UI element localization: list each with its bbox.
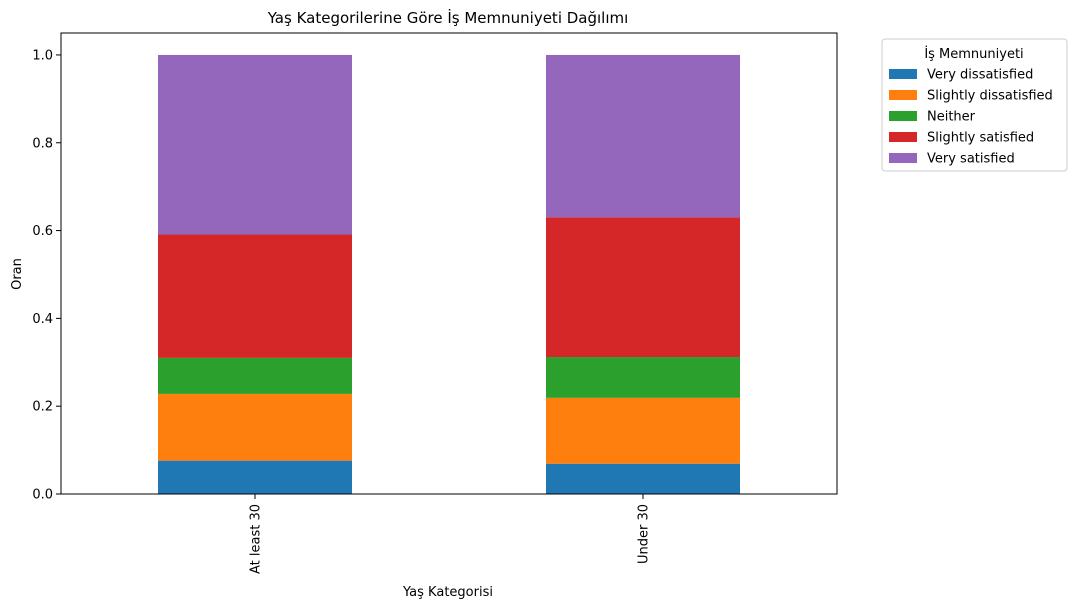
bar-segment-1-5 xyxy=(158,54,352,235)
plot-area xyxy=(158,54,740,494)
plot-frame xyxy=(60,32,838,495)
bar-segment-1-2 xyxy=(158,393,352,461)
legend-label-2: Slightly dissatisfied xyxy=(927,89,1053,104)
legend-frame xyxy=(881,38,1068,172)
x-axis-label: Yaş Kategorisi xyxy=(402,585,493,600)
legend-label-3: Neither xyxy=(927,110,976,125)
legend-label-5: Very satisfied xyxy=(927,152,1015,167)
bar-segment-1-1 xyxy=(158,460,352,494)
y-tick-label-2: 0.2 xyxy=(32,400,53,415)
bar-segment-2-2 xyxy=(546,397,740,464)
y-axis: 0.0 0.2 0.4 0.6 0.8 1.0 xyxy=(32,48,61,503)
legend-swatch-5 xyxy=(889,153,917,163)
y-tick-label-6: 1.0 xyxy=(32,48,53,63)
x-tick-label-1: At least 30 xyxy=(249,504,264,574)
bar-segment-2-3 xyxy=(546,357,740,398)
y-tick-label-4: 0.6 xyxy=(32,224,53,239)
legend-swatch-4 xyxy=(889,132,917,142)
legend-label-4: Slightly satisfied xyxy=(927,131,1034,146)
bar-segment-1-3 xyxy=(158,357,352,394)
bar-segment-2-1 xyxy=(546,463,740,494)
bar-segment-2-4 xyxy=(546,217,740,358)
legend-swatch-3 xyxy=(889,111,917,121)
legend-label-1: Very dissatisfied xyxy=(927,68,1033,83)
y-tick-label-1: 0.0 xyxy=(32,488,53,503)
x-axis: At least 30 Under 30 xyxy=(249,494,652,574)
legend-swatch-1 xyxy=(889,69,917,79)
x-tick-label-2: Under 30 xyxy=(637,504,652,564)
chart-title: Yaş Kategorilerine Göre İş Memnuniyeti D… xyxy=(267,8,629,27)
legend: İş Memnuniyeti Very dissatisfied Slightly… xyxy=(881,38,1068,172)
y-axis-label: Oran xyxy=(10,258,25,290)
legend-title: İş Memnuniyeti xyxy=(924,46,1023,62)
bar-segment-2-5 xyxy=(546,54,740,218)
y-tick-label-3: 0.4 xyxy=(32,312,53,327)
legend-swatch-2 xyxy=(889,90,917,100)
bar-segment-1-4 xyxy=(158,234,352,358)
y-tick-label-5: 0.8 xyxy=(32,136,53,151)
